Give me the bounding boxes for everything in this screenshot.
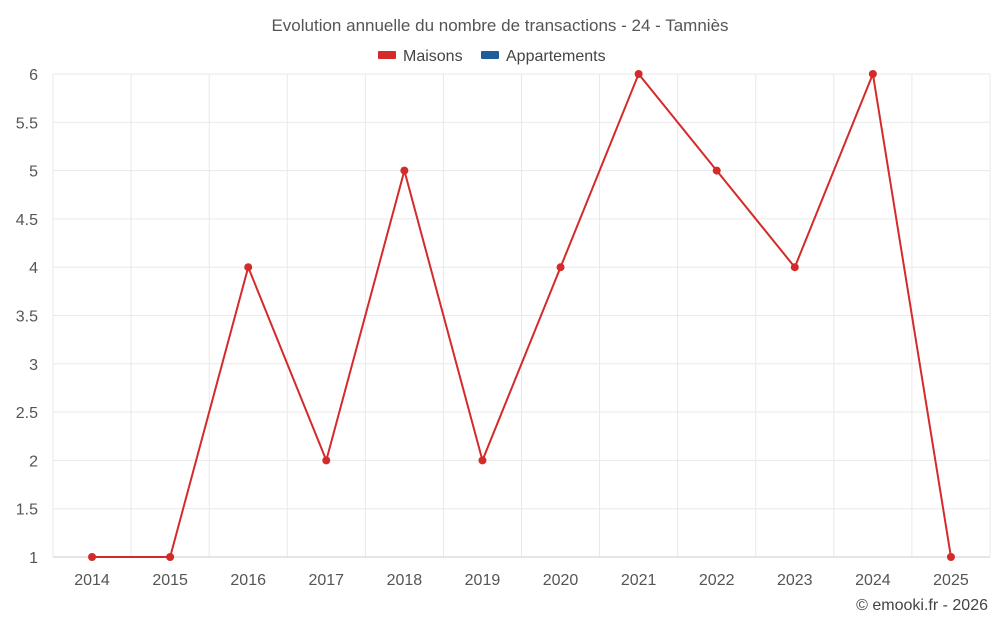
x-tick-label: 2019 <box>465 572 501 589</box>
x-tick-label: 2024 <box>855 572 891 589</box>
x-axis-ticks: 2014 2015 2016 2017 2018 2019 2020 2021 2022 2023… <box>74 572 969 589</box>
y-tick-label: 2 <box>29 453 38 470</box>
x-tick-label: 2020 <box>543 572 579 589</box>
data-point[interactable] <box>712 166 721 175</box>
legend-label-maisons: Maisons <box>403 48 463 65</box>
data-point[interactable] <box>946 553 955 561</box>
data-point[interactable] <box>322 456 331 465</box>
data-point[interactable] <box>556 263 565 272</box>
y-tick-label: 3 <box>29 357 38 374</box>
y-tick-label: 1 <box>29 550 38 567</box>
x-tick-label: 2016 <box>230 572 266 589</box>
x-tick-label: 2014 <box>74 572 110 589</box>
data-point[interactable] <box>478 456 487 465</box>
y-tick-label: 6 <box>29 67 38 84</box>
x-tick-label: 2023 <box>777 572 813 589</box>
y-tick-label: 5 <box>29 164 38 181</box>
data-point[interactable] <box>634 70 643 78</box>
series <box>88 70 955 561</box>
credit: © emooki.fr - 2026 <box>856 597 988 614</box>
y-axis-ticks: 1 1.5 2 2.5 3 3.5 4 4.5 5 5.5 6 <box>16 67 38 567</box>
grid <box>52 73 991 558</box>
y-tick-label: 3.5 <box>16 309 38 326</box>
data-point[interactable] <box>790 263 799 272</box>
data-point[interactable] <box>166 553 175 561</box>
x-tick-label: 2022 <box>699 572 735 589</box>
data-point[interactable] <box>88 553 97 561</box>
y-tick-label: 4.5 <box>16 212 38 229</box>
x-tick-label: 2017 <box>308 572 344 589</box>
x-tick-label: 2015 <box>152 572 188 589</box>
y-tick-label: 2.5 <box>16 405 38 422</box>
y-tick-label: 1.5 <box>16 502 38 519</box>
data-point[interactable] <box>868 70 877 78</box>
y-tick-label: 4 <box>29 260 38 277</box>
legend-swatch-appartements <box>481 51 499 59</box>
chart-title: Evolution annuelle du nombre de transact… <box>271 16 728 35</box>
legend-item-appartements[interactable]: Appartements <box>481 48 606 65</box>
x-tick-label: 2021 <box>621 572 657 589</box>
x-tick-label: 2018 <box>387 572 423 589</box>
legend-swatch-maisons <box>378 51 396 59</box>
legend[interactable]: Maisons Appartements <box>378 48 606 65</box>
series-line-maisons <box>92 73 952 558</box>
y-tick-label: 5.5 <box>16 115 38 132</box>
legend-item-maisons[interactable]: Maisons <box>378 48 463 65</box>
data-point[interactable] <box>244 263 253 272</box>
x-tick-label: 2025 <box>933 572 969 589</box>
legend-label-appartements: Appartements <box>506 48 606 65</box>
data-point[interactable] <box>400 166 409 175</box>
